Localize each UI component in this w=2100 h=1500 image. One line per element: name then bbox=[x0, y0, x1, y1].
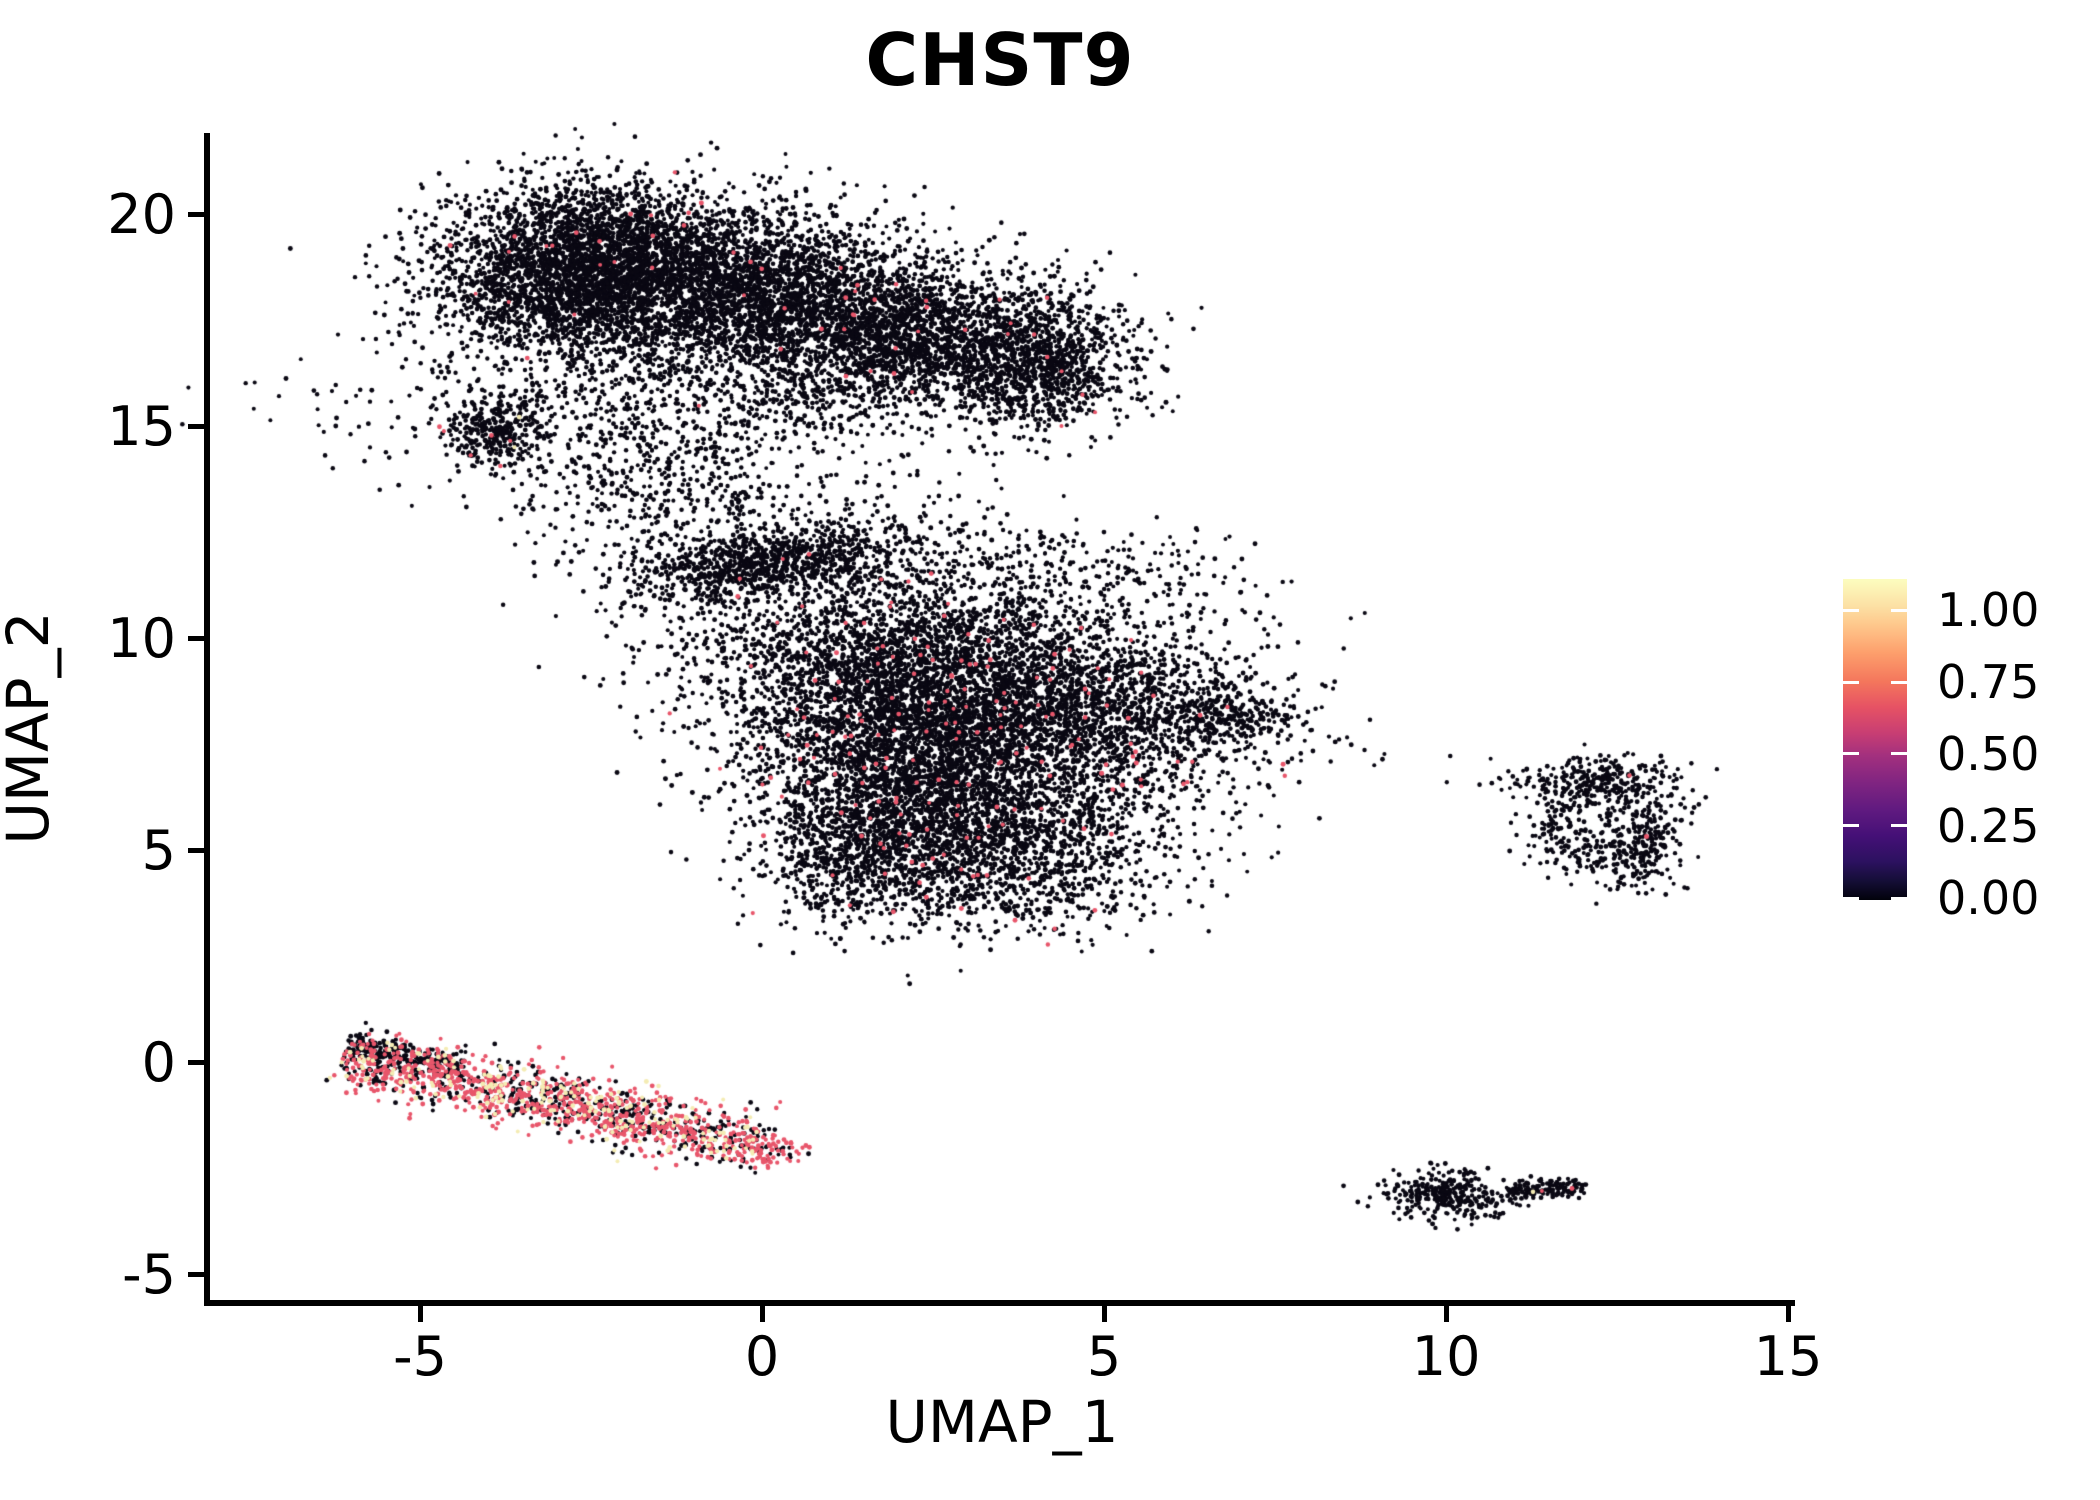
x-tick-label: 5 bbox=[1086, 1325, 1122, 1388]
colorbar-tick bbox=[1843, 608, 1859, 612]
x-tick bbox=[1443, 1306, 1449, 1322]
y-tick-label: 10 bbox=[107, 606, 176, 670]
y-tick bbox=[188, 212, 204, 218]
x-axis-line bbox=[204, 1300, 1795, 1306]
x-tick bbox=[417, 1306, 423, 1322]
colorbar-tick bbox=[1891, 608, 1907, 612]
y-tick-label: 0 bbox=[141, 1030, 176, 1094]
y-tick bbox=[188, 636, 204, 642]
colorbar-tick bbox=[1843, 752, 1859, 756]
x-tick-label: -5 bbox=[393, 1325, 447, 1388]
y-tick-label: 20 bbox=[107, 182, 176, 246]
y-tick-label: 15 bbox=[107, 394, 176, 458]
y-tick bbox=[188, 848, 204, 854]
y-tick bbox=[188, 1060, 204, 1066]
y-tick bbox=[188, 424, 204, 430]
colorbar-tick-label: 1.00 bbox=[1937, 583, 2040, 638]
y-axis-title: UMAP_2 bbox=[0, 611, 62, 845]
colorbar-tick bbox=[1843, 896, 1859, 900]
colorbar-tick bbox=[1843, 824, 1859, 828]
colorbar-tick bbox=[1891, 824, 1907, 828]
colorbar-tick-label: 0.00 bbox=[1937, 871, 2040, 926]
colorbar-tick bbox=[1843, 680, 1859, 684]
colorbar-tick-label: 0.75 bbox=[1937, 655, 2040, 710]
y-tick-label: -5 bbox=[122, 1242, 176, 1306]
colorbar-tick bbox=[1891, 896, 1907, 900]
x-tick bbox=[759, 1306, 765, 1322]
x-tick-label: 15 bbox=[1753, 1325, 1823, 1388]
plot-title: CHST9 bbox=[865, 18, 1135, 102]
x-tick bbox=[1785, 1306, 1791, 1322]
colorbar-tick-label: 0.50 bbox=[1937, 726, 2040, 781]
x-tick-label: 0 bbox=[744, 1325, 780, 1388]
colorbar-tick-label: 0.25 bbox=[1937, 798, 2040, 853]
y-tick bbox=[188, 1272, 204, 1278]
x-axis-title: UMAP_1 bbox=[885, 1388, 1119, 1456]
colorbar bbox=[1843, 579, 1907, 900]
colorbar-tick bbox=[1891, 752, 1907, 756]
x-tick bbox=[1101, 1306, 1107, 1322]
colorbar-tick bbox=[1891, 680, 1907, 684]
colorbar-gradient bbox=[1843, 579, 1907, 900]
y-tick-label: 5 bbox=[141, 818, 176, 882]
y-axis-line bbox=[204, 133, 210, 1306]
x-tick-label: 10 bbox=[1411, 1325, 1481, 1388]
